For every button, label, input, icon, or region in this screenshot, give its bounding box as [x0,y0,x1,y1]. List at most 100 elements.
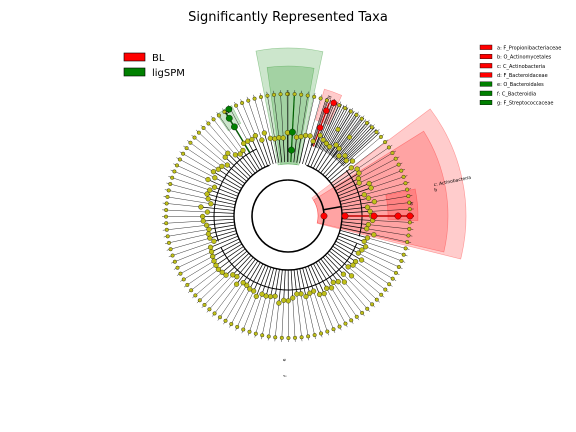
taxon-node [261,130,267,136]
taxon-node [307,133,313,139]
taxon-node [369,125,374,130]
group-legend: BL ligSPM [123,52,185,79]
taxon-node [335,279,341,285]
taxon-node [273,335,278,340]
tree-branch [176,157,215,178]
taxon-node [232,152,238,158]
tree-branch [200,206,235,211]
taxon-node [278,92,283,97]
taxon-node [210,253,216,259]
tree-branch [246,96,263,141]
taxon-node [185,282,190,287]
taxon-node [383,140,388,145]
taxon-node [341,279,347,285]
tree-branch [330,248,354,266]
taxon-node [188,140,193,145]
taxon-node [356,180,362,186]
taxon-node [290,295,296,301]
taxon-node [364,226,370,232]
taxon-node [337,324,342,329]
taxon-node [165,194,170,199]
taxon-node [252,133,258,139]
taxon-node [165,234,170,239]
taxon-node [211,117,216,122]
tree-branch [305,296,316,340]
tree-branch [318,260,334,283]
tree-branch [341,206,368,211]
tree-branch [214,186,238,197]
taxon-node [252,96,257,101]
taxon-node [387,282,392,287]
tree-branch [248,294,263,336]
taxon-node [286,336,291,340]
tree-branch [227,164,247,182]
taxa-legend-label: c: C_Actinobacteria [497,64,545,70]
tree-branch [317,144,337,172]
taxon-node [222,109,227,114]
taxon-node [249,136,255,143]
tree-branch [338,115,365,149]
taxon-node [293,134,300,140]
tree-branch [309,293,323,338]
taxon-node [325,329,330,334]
tree-branch [253,264,266,292]
taxon-node [293,335,297,340]
taxon-node [260,333,265,338]
tree-branch [339,187,372,200]
tree-branch [239,153,256,174]
sector-label-a: a [410,202,413,207]
taxon-node [207,244,214,250]
tree-branch [210,235,239,248]
taxon-node [200,213,206,220]
taxon-node [305,93,310,98]
tree-branch [254,295,267,338]
tree-branch [290,269,294,299]
tree-branch [324,254,344,275]
taxon-node [299,335,304,340]
tree-branch [265,267,275,297]
taxon-node [349,158,356,164]
tree-branch [313,263,327,289]
tree-branch [232,255,252,276]
taxa-legend-label: e: O_Bacteroidales [497,82,544,88]
taxon-node [386,145,391,150]
tree-branch [242,150,258,172]
taxon-node [366,180,372,187]
taxa-legend-label: f: C_Bacteroidia [497,91,536,97]
taxon-node [403,246,408,251]
taxon-node [225,105,233,113]
tree-branch [305,92,316,136]
tree-branch [341,201,375,208]
taxon-node [399,168,404,173]
taxon-node [341,212,349,220]
tree-branch [249,263,264,290]
tree-branch [352,265,389,293]
taxon-node [247,329,252,334]
tree-branch [281,300,284,342]
taxon-node [258,95,263,100]
taxon-node [406,233,411,238]
tree-branch [334,172,360,189]
taxon-node [406,194,411,199]
taxon-node [246,98,251,103]
tree-branch [335,120,368,160]
taxon-node [312,94,317,99]
tree-branch [307,265,320,295]
taxon-node [407,200,412,205]
tree-branch [293,269,298,295]
taxon-node [401,174,406,179]
tree-branch [235,154,254,176]
taxon-node [285,298,291,304]
tree-branch [322,155,340,176]
tree-branch [173,251,212,270]
tree-branch [246,262,261,286]
tree-branch [358,156,400,179]
tree-branch [351,139,389,168]
taxon-node [272,92,276,97]
tree-branch [241,296,257,334]
taxon-node [390,151,395,155]
taxon-node [355,250,361,256]
taxon-node [265,93,270,98]
taxa-legend-swatch [479,72,493,78]
taxon-node [168,247,173,252]
